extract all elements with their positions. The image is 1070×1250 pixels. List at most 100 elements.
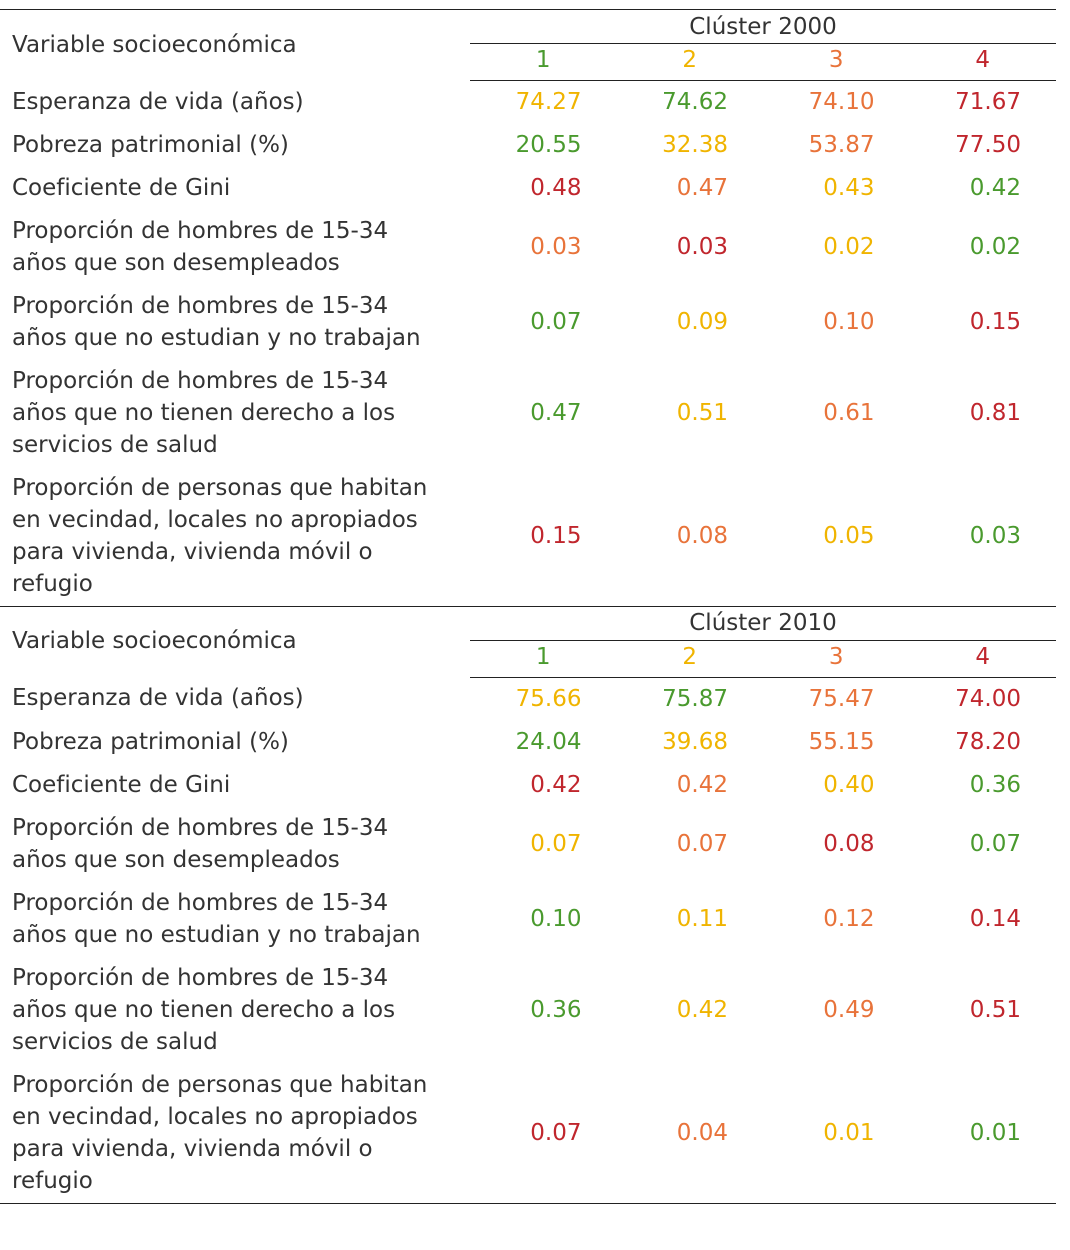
value-cell: 39.68: [662, 728, 728, 755]
value-cell: 0.07: [969, 830, 1021, 857]
value-cell: 75.47: [808, 685, 875, 712]
value-cell: 0.14: [969, 905, 1021, 932]
value-cell: 0.15: [969, 309, 1021, 335]
column-number: 4: [909, 43, 1056, 81]
value-cell: 0.36: [969, 771, 1021, 798]
table-row: Proporción de hombres de 15-34 años que …: [0, 882, 1056, 957]
row-label: Pobreza patrimonial (%): [12, 132, 289, 158]
value-cell: 0.15: [470, 467, 617, 607]
value-cell: 0.42: [676, 771, 728, 798]
header-label: Variable socioeconómica: [0, 9, 470, 81]
table-row: Proporción de hombres de 15-34 años que …: [0, 957, 1056, 1064]
value-cell: 0.05: [763, 467, 910, 607]
row-label: Proporción de hombres de 15-34 años que …: [12, 218, 389, 276]
value-cell: 0.47: [676, 175, 728, 201]
value-cell: 0.49: [823, 996, 875, 1023]
row-label: Coeficiente de Gini: [12, 175, 231, 201]
value-cell: 0.07: [470, 1063, 617, 1204]
value-cell: 0.51: [969, 996, 1021, 1023]
value-cell: 0.04: [616, 1063, 763, 1204]
column-number: 1: [470, 43, 617, 81]
table-row: Esperanza de vida (años) 74.27 74.62 74.10 7…: [0, 81, 1056, 125]
value-cell: 0.10: [530, 905, 582, 932]
value-cell: 74.27: [515, 89, 582, 115]
row-label: Proporción de hombres de 15-34 años que …: [12, 293, 421, 351]
column-number: 4: [909, 640, 1056, 678]
header-row: Variable socioeconómica Clúster 2010: [0, 605, 1056, 677]
column-number: 3: [763, 640, 910, 678]
row-label: Proporción de personas que habitan en ve…: [0, 467, 470, 607]
value-cell: 77.50: [955, 132, 1021, 158]
value-cell: 74.10: [808, 89, 875, 115]
value-cell: 0.02: [823, 234, 875, 260]
value-cell: 24.04: [515, 728, 582, 755]
value-cell: 55.15: [808, 728, 875, 755]
value-cell: 0.42: [969, 175, 1021, 201]
value-cell: 0.42: [530, 771, 582, 798]
value-cell: 0.51: [676, 400, 728, 426]
row-label: Esperanza de vida (años): [12, 685, 304, 712]
value-cell: 0.02: [969, 234, 1021, 260]
value-cell: 75.66: [515, 685, 582, 712]
value-cell: 74.00: [955, 685, 1021, 712]
table-row: Proporción de personas que habitan en ve…: [0, 467, 1056, 607]
value-cell: 0.10: [823, 309, 875, 335]
table-row: Pobreza patrimonial (%) 24.04 39.68 55.15 78…: [0, 721, 1056, 764]
table-row: Coeficiente de Gini 0.42 0.42 0.40 0.36: [0, 764, 1056, 807]
header-label: Variable socioeconómica: [0, 605, 470, 677]
group-title: Clúster 2000: [470, 9, 1056, 44]
table-row: Proporción de hombres de 15-34 años que …: [0, 285, 1056, 360]
table-row: Proporción de hombres de 15-34 años que …: [0, 360, 1056, 467]
value-cell: 0.43: [823, 175, 875, 201]
row-label: Proporción de personas que habitan en ve…: [0, 1063, 470, 1204]
value-cell: 0.03: [676, 234, 728, 260]
value-cell: 0.12: [823, 905, 875, 932]
value-cell: 0.07: [530, 830, 582, 857]
value-cell: 53.87: [808, 132, 875, 158]
value-cell: 0.42: [676, 996, 728, 1023]
table-header: Variable socioeconómica Clúster 2000 1 2 3 4: [0, 9, 1056, 81]
row-label: Coeficiente de Gini: [12, 771, 231, 798]
value-cell: 0.01: [909, 1063, 1056, 1204]
table-row: Esperanza de vida (años) 75.66 75.87 75.47 7…: [0, 677, 1056, 721]
column-number: 3: [763, 43, 910, 81]
table-row: Proporción de hombres de 15-34 años que …: [0, 210, 1056, 285]
value-cell: 71.67: [955, 89, 1021, 115]
value-cell: 78.20: [955, 728, 1021, 755]
value-cell: 0.48: [530, 175, 582, 201]
table-row: Proporción de hombres de 15-34 años que …: [0, 807, 1056, 882]
row-label: Proporción de hombres de 15-34 años que …: [12, 368, 396, 458]
value-cell: 32.38: [662, 132, 728, 158]
column-number: 2: [616, 640, 763, 678]
table-row: Pobreza patrimonial (%) 20.55 32.38 53.87 77…: [0, 124, 1056, 167]
table-row: Proporción de personas que habitan en ve…: [0, 1063, 1056, 1204]
table-body: Esperanza de vida (años) 74.27 74.62 74.10 7…: [0, 81, 1056, 607]
value-cell: 75.87: [662, 685, 728, 712]
group-title: Clúster 2010: [470, 605, 1056, 641]
value-cell: 0.81: [969, 400, 1021, 426]
value-cell: 20.55: [515, 132, 582, 158]
header-row: Variable socioeconómica Clúster 2000: [0, 9, 1056, 81]
table-header: Variable socioeconómica Clúster 2010 1 2 3 4: [0, 605, 1056, 678]
value-cell: 0.08: [616, 467, 763, 607]
data-table: Variable socioeconómica Clúster 2010 1 2 3 4 E…: [0, 605, 1056, 1204]
value-cell: 0.61: [823, 400, 875, 426]
value-cell: 0.08: [823, 830, 875, 857]
value-cell: 74.62: [662, 89, 728, 115]
column-number: 2: [616, 43, 763, 81]
row-label: Proporción de hombres de 15-34 años que …: [12, 964, 396, 1055]
table-row: Coeficiente de Gini 0.48 0.47 0.43 0.42: [0, 167, 1056, 210]
row-label: Proporción de hombres de 15-34 años que …: [12, 814, 389, 873]
table-body: Esperanza de vida (años) 75.66 75.87 75.47 7…: [0, 677, 1056, 1204]
value-cell: 0.03: [909, 467, 1056, 607]
value-cell: 0.11: [676, 905, 728, 932]
column-number: 1: [470, 640, 617, 678]
value-cell: 0.03: [530, 234, 582, 260]
value-cell: 0.36: [530, 996, 582, 1023]
value-cell: 0.07: [530, 309, 582, 335]
value-cell: 0.47: [530, 400, 582, 426]
value-cell: 0.09: [676, 309, 728, 335]
